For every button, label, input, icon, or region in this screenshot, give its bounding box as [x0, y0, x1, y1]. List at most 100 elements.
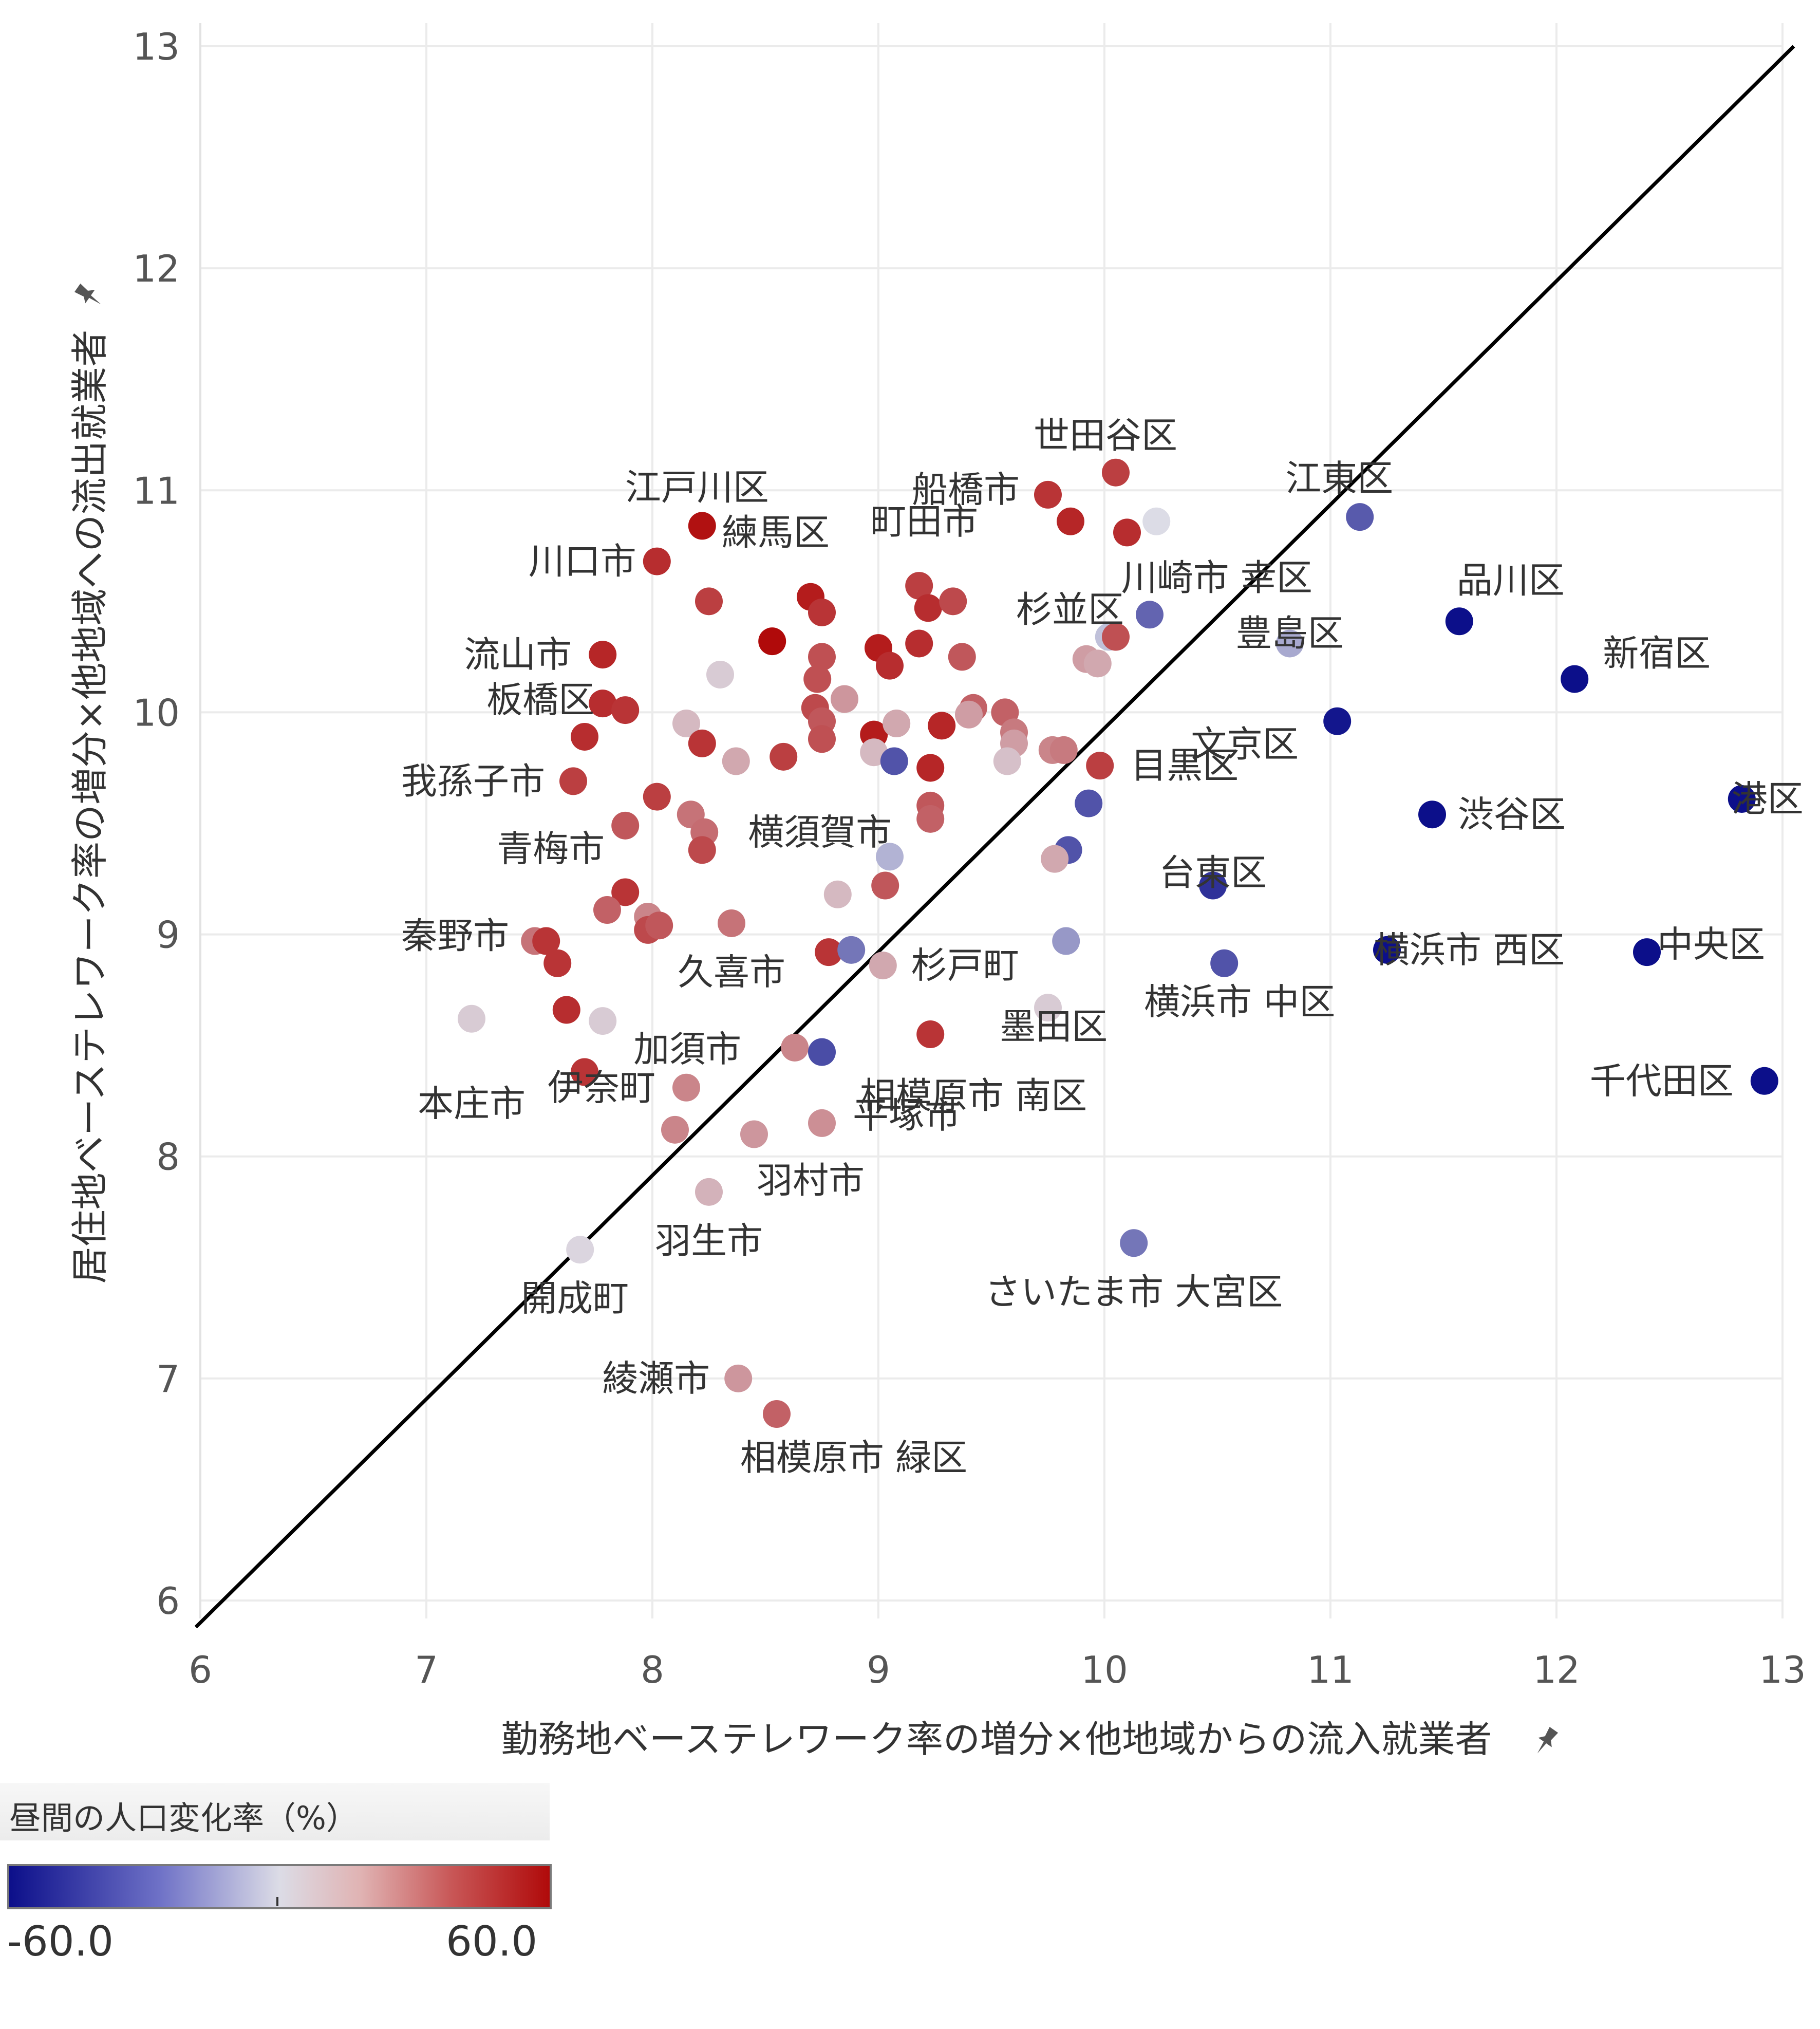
data-point[interactable] — [1057, 507, 1084, 535]
data-point[interactable] — [532, 927, 560, 955]
data-point[interactable] — [571, 722, 598, 751]
data-point[interactable] — [611, 696, 640, 724]
data-point[interactable] — [1323, 707, 1352, 735]
x-axis-ticks: 6 7 8 9 10 11 12 13 — [189, 1648, 1806, 1691]
data-point[interactable] — [589, 1007, 617, 1035]
data-point[interactable] — [831, 685, 858, 713]
x-axis-pin-icon[interactable] — [1531, 1725, 1561, 1758]
data-point[interactable] — [916, 805, 945, 833]
point-label: 本庄市 — [418, 1083, 526, 1125]
data-point[interactable] — [916, 754, 945, 782]
data-point[interactable] — [1086, 752, 1114, 780]
data-point[interactable] — [808, 725, 836, 753]
data-point[interactable] — [876, 651, 904, 680]
data-point[interactable] — [1102, 623, 1130, 651]
x-axis-title: 勤務地ベーステレワーク率の増分×他地域からの流入就業者 — [501, 1718, 1492, 1761]
data-point[interactable] — [823, 880, 852, 908]
data-point[interactable] — [688, 512, 716, 540]
data-point[interactable] — [724, 1364, 753, 1392]
data-point[interactable] — [688, 729, 716, 757]
data-point[interactable] — [880, 747, 908, 775]
data-point[interactable] — [1275, 629, 1304, 658]
data-point[interactable] — [1418, 801, 1446, 829]
data-point[interactable] — [905, 629, 933, 658]
data-point[interactable] — [706, 660, 734, 688]
data-point[interactable] — [876, 843, 904, 871]
data-point[interactable] — [939, 587, 967, 616]
data-point[interactable] — [611, 811, 640, 840]
data-point[interactable] — [645, 911, 673, 940]
data-point[interactable] — [993, 747, 1021, 775]
data-point[interactable] — [1052, 927, 1080, 955]
y-axis-pin-icon[interactable] — [73, 281, 106, 311]
data-point[interactable] — [589, 641, 617, 669]
data-point[interactable] — [1199, 871, 1227, 900]
data-point[interactable] — [770, 742, 798, 771]
data-point[interactable] — [672, 1073, 700, 1102]
data-point[interactable] — [1750, 1067, 1778, 1095]
data-point[interactable] — [589, 690, 617, 718]
data-point[interactable] — [722, 747, 750, 775]
data-point[interactable] — [661, 1115, 689, 1144]
data-point[interactable] — [566, 1236, 594, 1264]
data-point[interactable] — [1210, 949, 1239, 977]
data-point[interactable] — [458, 1004, 485, 1033]
data-point[interactable] — [543, 949, 572, 977]
data-point[interactable] — [593, 896, 621, 924]
data-point[interactable] — [1728, 785, 1756, 813]
data-point[interactable] — [808, 643, 836, 671]
data-point[interactable] — [1373, 936, 1401, 964]
data-point[interactable] — [740, 1120, 768, 1148]
data-point[interactable] — [808, 1109, 836, 1137]
data-point[interactable] — [955, 700, 983, 729]
data-point[interactable] — [758, 627, 786, 656]
data-point[interactable] — [1120, 1229, 1148, 1257]
data-point[interactable] — [552, 996, 580, 1024]
data-point[interactable] — [643, 547, 671, 575]
data-point[interactable] — [1083, 649, 1112, 678]
data-point[interactable] — [1136, 601, 1164, 629]
point-label: 久喜市 — [678, 951, 785, 993]
data-point[interactable] — [803, 665, 832, 693]
data-point[interactable] — [1346, 503, 1374, 531]
data-point[interactable] — [611, 878, 640, 906]
data-point[interactable] — [1633, 938, 1661, 966]
data-point[interactable] — [763, 1400, 791, 1428]
reference-line-y-equals-x — [194, 45, 1795, 1629]
data-point[interactable] — [1034, 480, 1062, 509]
data-point[interactable] — [808, 1038, 836, 1066]
data-point[interactable] — [688, 836, 716, 864]
data-point[interactable] — [1445, 607, 1473, 636]
data-point[interactable] — [928, 712, 956, 740]
data-point[interactable] — [571, 1058, 598, 1086]
point-label: 港区 — [1732, 778, 1804, 820]
data-point[interactable] — [559, 767, 587, 795]
data-point[interactable] — [1049, 736, 1078, 764]
point-label: 渋谷区 — [1458, 793, 1566, 835]
data-point[interactable] — [916, 1020, 945, 1049]
data-point[interactable] — [1034, 994, 1062, 1022]
data-point[interactable] — [672, 710, 700, 738]
data-point[interactable] — [1142, 507, 1171, 535]
point-label: 杉並区 — [1016, 588, 1124, 630]
data-point[interactable] — [808, 598, 836, 626]
data-point[interactable] — [869, 952, 897, 980]
data-point[interactable] — [837, 936, 866, 964]
data-point[interactable] — [1102, 458, 1130, 487]
data-point[interactable] — [948, 643, 976, 671]
data-point[interactable] — [781, 1033, 809, 1062]
data-point[interactable] — [695, 1178, 723, 1206]
data-point[interactable] — [1561, 665, 1589, 693]
data-point[interactable] — [914, 594, 942, 622]
data-point[interactable] — [871, 871, 899, 900]
data-point[interactable] — [883, 710, 911, 738]
data-point[interactable] — [905, 572, 933, 600]
data-point[interactable] — [643, 783, 671, 811]
data-point[interactable] — [695, 587, 723, 616]
data-point[interactable] — [1113, 518, 1141, 547]
data-point[interactable] — [1075, 789, 1103, 817]
data-point[interactable] — [718, 909, 745, 937]
point-label: 板橋区 — [486, 679, 594, 721]
data-point[interactable] — [815, 938, 843, 966]
data-point[interactable] — [1041, 845, 1069, 873]
